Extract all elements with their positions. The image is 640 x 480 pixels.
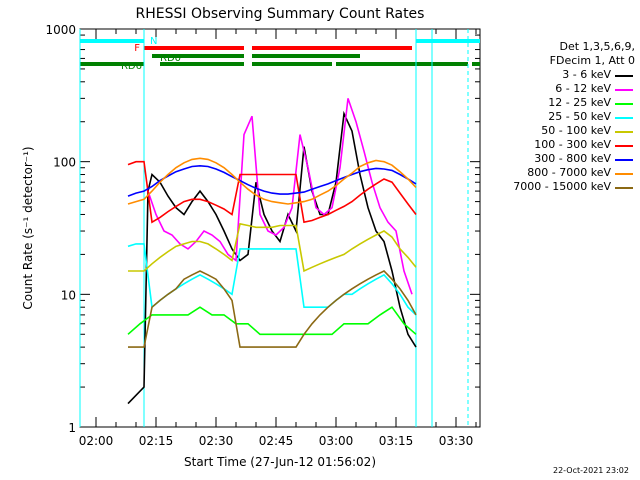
legend-label: 50 - 100 keV [541,124,611,137]
legend-header-line-1: Det 1,3,5,6,9, [559,40,635,53]
legend-entry: 6 - 12 keV [480,82,635,96]
legend-entry: 7000 - 15000 keV [480,180,635,194]
series-line-8 [128,270,417,348]
series-line-1 [147,98,413,295]
state-bar-label-RD0: RD0 [160,53,181,64]
legend-entry: 12 - 25 keV [480,96,635,110]
legend-label: 800 - 7000 keV [527,166,611,179]
series-line-5 [127,160,417,224]
x-tick-label: 02:15 [139,434,174,448]
legend-label: 3 - 6 keV [562,68,611,81]
series-line-2 [127,306,417,336]
legend-swatch [615,103,633,105]
legend-swatch [615,145,633,147]
y-tick-label: 100 [53,156,76,170]
plot-frame [79,28,481,428]
x-tick-label: 02:00 [79,434,114,448]
legend-header-line-2: FDecim 1, Att 0 [549,54,635,67]
legend-entry: 25 - 50 keV [480,110,635,124]
legend-swatch [615,75,633,77]
legend: Det 1,3,5,6,9, FDecim 1, Att 0 3 - 6 keV… [480,40,635,194]
x-tick-label: 03:30 [439,434,474,448]
legend-swatch [615,159,633,161]
legend-entry: 3 - 6 keV [480,68,635,82]
y-axis-label: Count Rate (s⁻¹ detector⁻¹) [21,146,35,309]
x-axis-label: Start Time (27-Jun-12 01:56:02) [184,455,376,469]
y-tick-label: 1 [68,421,76,435]
series-line-4 [128,222,417,273]
legend-entry: 800 - 7000 keV [480,166,635,180]
series-line-3 [127,243,417,316]
legend-entry: 300 - 800 keV [480,152,635,166]
legend-swatch [615,187,633,189]
x-tick-label: 03:15 [379,434,414,448]
footer-timestamp: 22-Oct-2021 23:02 [553,466,629,475]
legend-label: 300 - 800 keV [534,152,611,165]
state-bar-label-RD6: RD6 [121,61,142,72]
state-bar-label-N: N [150,36,157,47]
legend-swatch [615,131,633,133]
legend-swatch [615,117,633,119]
legend-label: 25 - 50 keV [548,110,611,123]
legend-swatch [615,89,633,91]
x-tick-label: 02:30 [199,434,234,448]
legend-label: 12 - 25 keV [548,96,611,109]
series-line-7 [127,157,417,205]
legend-entry: 100 - 300 keV [480,138,635,152]
legend-entry: 50 - 100 keV [480,124,635,138]
chart-title: RHESSI Observing Summary Count Rates [136,6,425,22]
series-line-6 [127,164,417,197]
series-line-0 [127,110,417,405]
state-bar-label-F: F [134,43,140,54]
y-tick-label: 1000 [45,23,76,37]
x-tick-label: 02:45 [259,434,294,448]
y-tick-label: 10 [61,288,76,302]
legend-swatch [615,173,633,175]
legend-label: 100 - 300 keV [534,138,611,151]
legend-label: 7000 - 15000 keV [513,180,611,193]
legend-label: 6 - 12 keV [555,82,611,95]
x-tick-label: 03:00 [319,434,354,448]
